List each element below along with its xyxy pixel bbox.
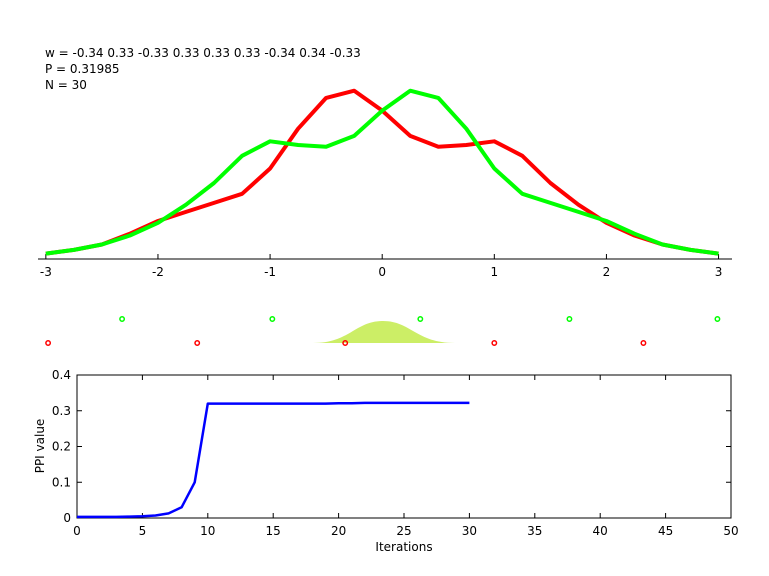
point xyxy=(714,316,721,322)
x-tick-label: 25 xyxy=(396,524,411,538)
x-tick-label: 5 xyxy=(139,524,147,538)
point xyxy=(269,316,276,322)
x-tick-label: 45 xyxy=(658,524,673,538)
x-tick-label: -1 xyxy=(264,265,276,279)
x-axis-label: Iterations xyxy=(375,540,432,554)
point xyxy=(491,340,498,346)
point xyxy=(342,340,349,346)
y-tick-label: 0 xyxy=(63,511,71,525)
data-line xyxy=(45,88,719,256)
x-tick-label: -3 xyxy=(40,265,52,279)
x-tick-label: -2 xyxy=(152,265,164,279)
kernel-bump xyxy=(313,321,455,343)
x-tick-label: 3 xyxy=(715,265,723,279)
annotation: w = -0.34 0.33 -0.33 0.33 0.33 0.33 -0.3… xyxy=(45,46,361,60)
y-tick-label: 0.4 xyxy=(52,368,71,382)
point xyxy=(566,316,573,322)
x-tick-label: 40 xyxy=(593,524,608,538)
data-line xyxy=(77,401,470,519)
point xyxy=(119,316,126,322)
x-tick-label: 2 xyxy=(603,265,611,279)
x-tick-label: 35 xyxy=(527,524,542,538)
y-tick-label: 0.1 xyxy=(52,475,71,489)
x-tick-label: 1 xyxy=(490,265,498,279)
y-tick-label: 0.3 xyxy=(52,404,71,418)
annotation: P = 0.31985 xyxy=(45,62,120,76)
x-tick-label: 10 xyxy=(200,524,215,538)
x-tick-label: 15 xyxy=(266,524,281,538)
annotation: N = 30 xyxy=(45,78,87,92)
x-tick-label: 0 xyxy=(73,524,81,538)
y-tick-label: 0.2 xyxy=(52,440,71,454)
y-axis-label: PPI value xyxy=(33,419,47,474)
x-tick-label: 0 xyxy=(378,265,386,279)
point xyxy=(417,316,424,322)
x-tick-label: 50 xyxy=(723,524,738,538)
point xyxy=(194,340,201,346)
x-tick-label: 20 xyxy=(331,524,346,538)
x-tick-label: 30 xyxy=(462,524,477,538)
point xyxy=(640,340,647,346)
point xyxy=(45,340,52,346)
